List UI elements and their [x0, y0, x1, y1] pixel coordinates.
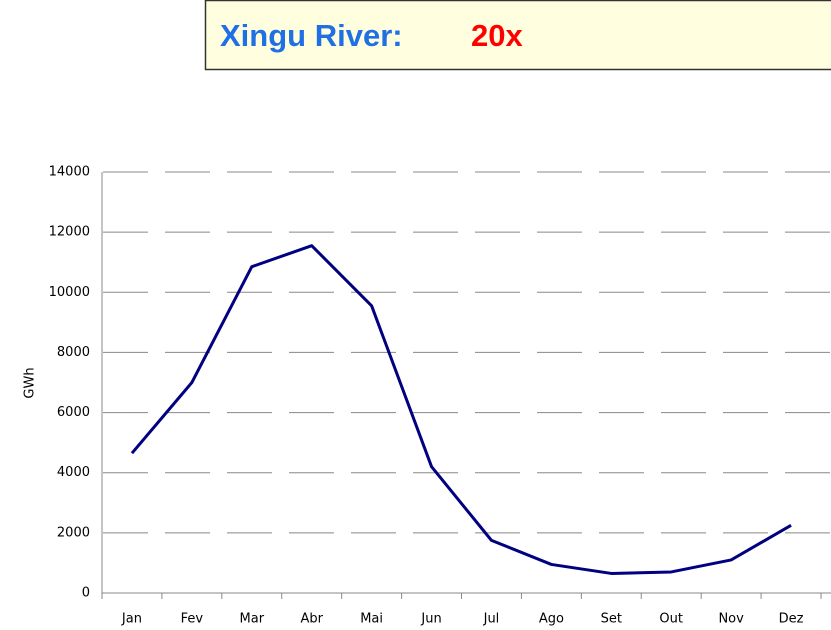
- y-axis-label: GWh: [23, 367, 38, 398]
- x-tick-label: Mar: [240, 612, 265, 627]
- y-tick-label: 10000: [49, 285, 90, 300]
- x-tick-label: Fev: [181, 612, 204, 627]
- y-tick-label: 6000: [57, 405, 90, 420]
- y-tick-label: 2000: [57, 525, 90, 540]
- line-series: [130, 244, 792, 575]
- x-tick-label: Jan: [121, 612, 142, 627]
- y-tick-label: 4000: [57, 465, 90, 480]
- y-tick-label: 0: [82, 586, 90, 601]
- x-tick-label: Jun: [420, 612, 441, 627]
- x-tick-label: Abr: [300, 612, 323, 627]
- x-tick-label: Out: [659, 612, 683, 627]
- y-tick-label: 8000: [57, 345, 90, 360]
- title-box: [204, 0, 831, 71]
- x-tick-label: Dez: [779, 612, 804, 627]
- x-tick-label: Mai: [360, 612, 383, 627]
- annotation: 20x: [471, 18, 523, 53]
- y-tick-label: 14000: [49, 165, 90, 180]
- y-tick-label: 12000: [49, 225, 90, 240]
- x-tick-label: Set: [601, 612, 622, 627]
- x-tick-label: Jul: [483, 612, 500, 627]
- x-tick-label: Nov: [718, 612, 744, 627]
- x-tick-label: Ago: [539, 612, 564, 627]
- chart-title: Xingu River:: [220, 18, 403, 53]
